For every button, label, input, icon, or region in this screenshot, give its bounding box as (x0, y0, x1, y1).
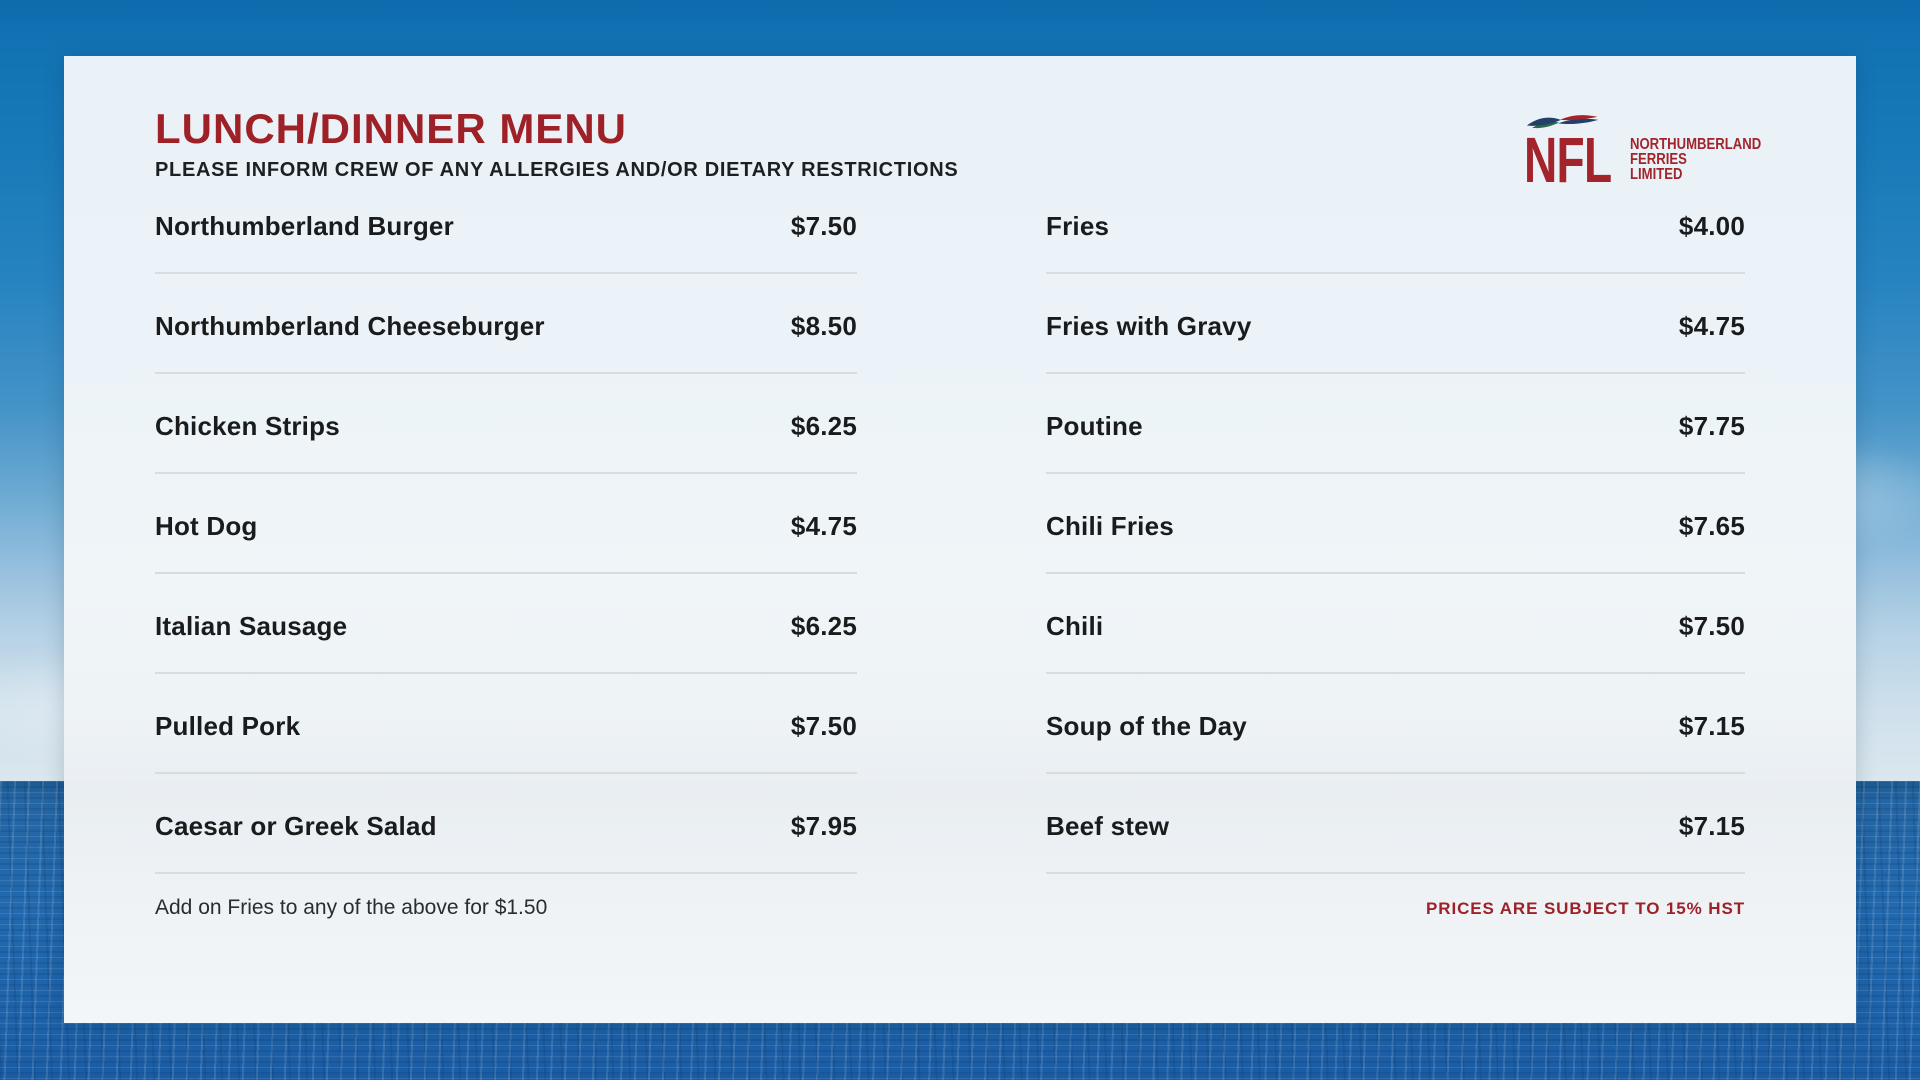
item-name: Northumberland Cheeseburger (155, 311, 545, 341)
tax-note: PRICES ARE SUBJECT TO 15% HST (1426, 899, 1745, 918)
row-divider (1046, 572, 1745, 574)
item-price: $7.95 (790, 811, 857, 841)
item-price: $4.00 (1678, 211, 1745, 241)
menu-item-row: Beef stew $7.15 (1046, 788, 1745, 888)
menu-item-row: Northumberland Cheeseburger $8.50 (155, 288, 857, 388)
row-divider (1046, 372, 1745, 374)
row-divider (155, 372, 857, 374)
item-name: Chicken Strips (155, 411, 340, 441)
row-divider (1046, 672, 1745, 674)
logo-wordmark: NORTHUMBERLAND FERRIES LIMITED (1630, 137, 1790, 186)
row-divider (1046, 272, 1745, 274)
item-price: $4.75 (1678, 311, 1745, 341)
row-divider (155, 572, 857, 574)
menu-column-right: Fries $4.00 Fries with Gravy $4.75 Pouti… (1046, 188, 1745, 888)
item-price: $7.15 (1678, 711, 1745, 741)
company-logo: NFL NORTHUMBERLAND FERRIES LIMITED (1524, 110, 1790, 196)
item-name: Fries with Gravy (1046, 311, 1252, 341)
item-name: Chili (1046, 611, 1104, 641)
row-divider (1046, 872, 1745, 874)
logo-mark: NFL (1524, 110, 1620, 196)
menu-item-row: Poutine $7.75 (1046, 388, 1745, 488)
item-name: Hot Dog (155, 511, 258, 541)
nfl-wave-logo-icon (1526, 115, 1599, 129)
row-divider (155, 272, 857, 274)
menu-item-row: Chili Fries $7.65 (1046, 488, 1745, 588)
menu-item-row: Fries with Gravy $4.75 (1046, 288, 1745, 388)
item-name: Beef stew (1046, 811, 1170, 841)
item-name: Poutine (1046, 411, 1143, 441)
item-price: $6.25 (790, 611, 857, 641)
item-name: Pulled Pork (155, 711, 301, 741)
logo-acronym: NFL (1524, 124, 1612, 196)
menu-item-row: Italian Sausage $6.25 (155, 588, 857, 688)
row-divider (1046, 472, 1745, 474)
item-price: $7.15 (1678, 811, 1745, 841)
menu-item-row: Chicken Strips $6.25 (155, 388, 857, 488)
item-price: $7.50 (790, 211, 857, 241)
page-title: LUNCH/DINNER MENU (155, 105, 627, 152)
item-name: Chili Fries (1046, 511, 1174, 541)
item-price: $7.75 (1678, 411, 1745, 441)
menu-column-left: Northumberland Burger $7.50 Northumberla… (155, 188, 857, 888)
row-divider (155, 872, 857, 874)
item-price: $6.25 (790, 411, 857, 441)
row-divider (155, 472, 857, 474)
item-price: $4.75 (790, 511, 857, 541)
item-name: Caesar or Greek Salad (155, 811, 437, 841)
logo-wordmark-line: FERRIES (1630, 151, 1687, 168)
item-name: Northumberland Burger (155, 211, 454, 241)
menu-item-row: Northumberland Burger $7.50 (155, 188, 857, 288)
item-name: Fries (1046, 211, 1110, 241)
menu-item-row: Pulled Pork $7.50 (155, 688, 857, 788)
item-price: $7.50 (790, 711, 857, 741)
item-name: Soup of the Day (1046, 711, 1247, 741)
menu-item-row: Hot Dog $4.75 (155, 488, 857, 588)
menu-card: LUNCH/DINNER MENU PLEASE INFORM CREW OF … (64, 56, 1856, 1023)
row-divider (155, 772, 857, 774)
item-price: $8.50 (790, 311, 857, 341)
item-price: $7.50 (1678, 611, 1745, 641)
item-name: Italian Sausage (155, 611, 348, 641)
allergy-notice: PLEASE INFORM CREW OF ANY ALLERGIES AND/… (155, 159, 959, 181)
row-divider (155, 672, 857, 674)
menu-item-row: Chili $7.50 (1046, 588, 1745, 688)
row-divider (1046, 772, 1745, 774)
menu-item-row: Fries $4.00 (1046, 188, 1745, 288)
logo-wordmark-line: NORTHUMBERLAND (1630, 136, 1762, 153)
item-price: $7.65 (1678, 511, 1745, 541)
menu-item-row: Caesar or Greek Salad $7.95 (155, 788, 857, 888)
menu-item-row: Soup of the Day $7.15 (1046, 688, 1745, 788)
add-on-note: Add on Fries to any of the above for $1.… (155, 896, 548, 919)
logo-wordmark-line: LIMITED (1630, 166, 1683, 183)
